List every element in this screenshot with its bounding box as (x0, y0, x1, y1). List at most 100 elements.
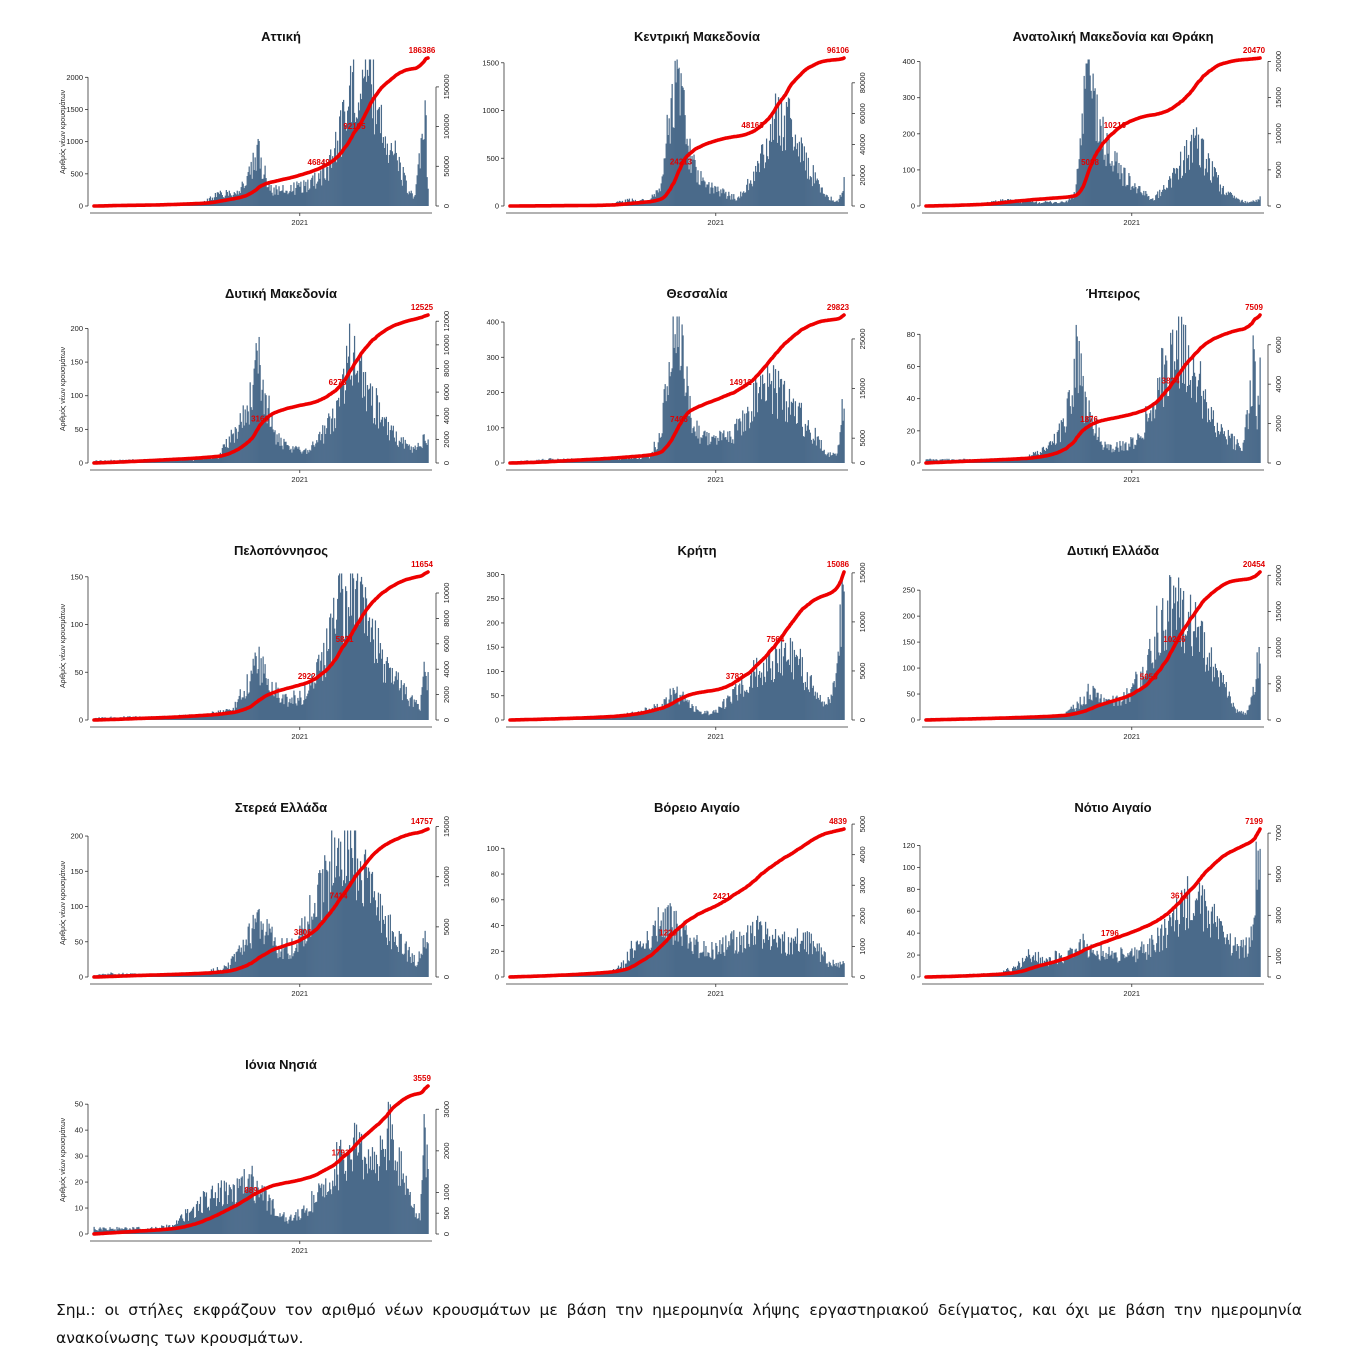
daily-cases-bar (636, 458, 638, 463)
daily-cases-bar (692, 954, 694, 977)
final-total-label: 4839 (829, 817, 847, 826)
daily-cases-bar (1021, 459, 1024, 463)
daily-cases-bar (742, 952, 744, 977)
daily-cases-bar (1114, 700, 1116, 720)
daily-cases-bar (1215, 172, 1218, 206)
daily-cases-bar (646, 455, 648, 463)
cumulative-annotation: 10216 (1104, 121, 1127, 130)
daily-cases-bar (596, 460, 599, 463)
daily-cases-bar (323, 1184, 325, 1234)
chart-panel: Ιόνια Νησιά 889 1793 3559 0 10 20 30 40 50 Αριθμός… (56, 1054, 476, 1294)
daily-cases-bar (271, 681, 273, 720)
daily-cases-bar (402, 1173, 404, 1234)
daily-cases-bar (835, 455, 837, 463)
daily-cases-bar (815, 951, 817, 977)
daily-cases-bar (1181, 175, 1184, 206)
daily-cases-bar (359, 361, 362, 463)
daily-cases-bar (613, 459, 616, 463)
daily-cases-bar (717, 712, 719, 720)
daily-cases-bar (343, 880, 345, 977)
daily-cases-bar (1040, 718, 1043, 720)
daily-cases-bar (687, 145, 689, 206)
daily-cases-bar (668, 936, 670, 977)
daily-cases-bar (743, 191, 745, 206)
daily-cases-bar (770, 680, 773, 720)
daily-cases-bar (277, 958, 279, 977)
right-tick-label: 0 (442, 718, 451, 722)
daily-cases-bar (327, 166, 329, 206)
daily-cases-bar (655, 450, 657, 463)
daily-cases-bar (819, 961, 821, 977)
daily-cases-bar (1241, 947, 1243, 977)
daily-cases-bar (262, 656, 264, 720)
daily-cases-bar (1232, 197, 1234, 206)
daily-cases-bar (231, 710, 233, 720)
daily-cases-bar (748, 693, 750, 720)
daily-cases-bar (1133, 188, 1135, 206)
daily-cases-bar (658, 188, 660, 206)
daily-cases-bar (690, 172, 692, 206)
daily-cases-bar (1023, 201, 1026, 206)
daily-cases-bar (1249, 704, 1251, 720)
daily-cases-bar (263, 174, 265, 206)
daily-cases-bar (1068, 390, 1070, 463)
daily-cases-bar (619, 459, 622, 463)
left-tick-label: 0 (79, 459, 83, 468)
daily-cases-bar (765, 138, 768, 206)
daily-cases-bar (380, 932, 383, 977)
daily-cases-bar (393, 1170, 395, 1234)
daily-cases-bar (634, 457, 636, 463)
daily-cases-bar (686, 699, 688, 720)
daily-cases-bar (835, 673, 837, 720)
daily-cases-bar (704, 430, 706, 463)
daily-cases-bar (317, 1192, 319, 1234)
daily-cases-bar (1151, 198, 1153, 206)
left-tick-label: 20 (907, 426, 915, 435)
daily-cases-bar (1165, 927, 1167, 977)
daily-cases-bar (277, 442, 279, 463)
daily-cases-bar (282, 959, 284, 977)
daily-cases-bar (628, 714, 631, 720)
daily-cases-bar (754, 181, 756, 206)
daily-cases-bar (373, 418, 376, 463)
daily-cases-bar (371, 1147, 374, 1234)
daily-cases-bar (1224, 944, 1226, 977)
daily-cases-bar (792, 679, 795, 720)
daily-cases-bar (1191, 920, 1194, 977)
daily-cases-bar (798, 658, 801, 720)
daily-cases-bar (417, 164, 419, 206)
daily-cases-bar (1166, 187, 1168, 206)
daily-cases-bar (1162, 348, 1164, 463)
daily-cases-bar (669, 903, 671, 977)
chart-svg: Αττική46849921951863860500100015002000Αρ… (59, 29, 451, 227)
daily-cases-bar (1115, 161, 1117, 206)
daily-cases-bar (275, 945, 277, 977)
daily-cases-bar (1124, 958, 1126, 977)
daily-cases-bar (816, 943, 818, 977)
daily-cases-bar (231, 1201, 233, 1234)
cumulative-annotation: 1796 (1101, 929, 1119, 938)
daily-cases-bar (281, 1216, 283, 1234)
daily-cases-bar (1171, 637, 1173, 720)
daily-cases-bar (586, 974, 588, 977)
daily-cases-bar (1198, 882, 1201, 977)
daily-cases-bar (287, 1223, 289, 1234)
daily-cases-bar (1098, 427, 1100, 463)
daily-cases-bar (394, 441, 396, 463)
daily-cases-bar (1167, 396, 1169, 463)
daily-cases-bar (361, 903, 364, 977)
daily-cases-bar (1242, 711, 1244, 720)
daily-cases-bar (303, 946, 305, 977)
daily-cases-bar (1152, 198, 1154, 206)
daily-cases-bar (1250, 697, 1252, 720)
daily-cases-bar (256, 673, 258, 720)
daily-cases-bar (376, 395, 379, 463)
daily-cases-bar (339, 116, 341, 206)
daily-cases-bar (755, 375, 757, 463)
daily-cases-bar (190, 459, 193, 463)
daily-cases-bar (336, 400, 338, 463)
daily-cases-bar (1023, 459, 1026, 463)
daily-cases-bar (836, 200, 838, 206)
daily-cases-bar (1118, 960, 1120, 977)
daily-cases-bar (1189, 380, 1192, 463)
